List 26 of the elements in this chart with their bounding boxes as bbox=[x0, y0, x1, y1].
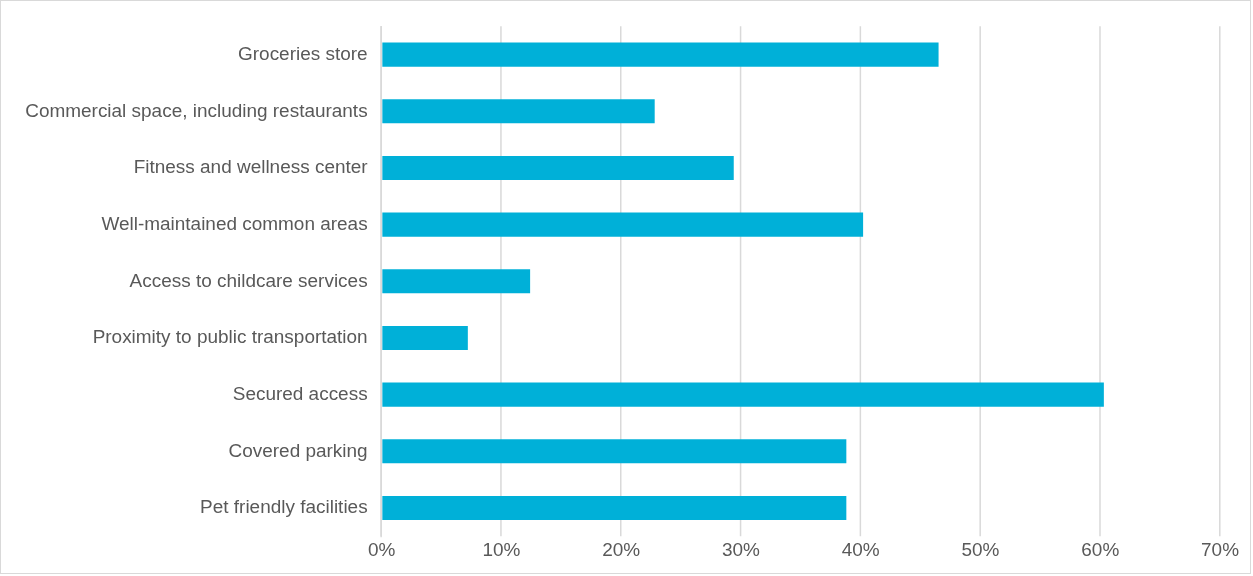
y-tick-label: Access to childcare services bbox=[129, 269, 368, 291]
x-tick-label: 0% bbox=[367, 538, 396, 560]
bar bbox=[382, 325, 468, 351]
x-tick-label: 50% bbox=[961, 538, 1000, 560]
y-tick-label: Covered parking bbox=[228, 439, 368, 461]
x-tick-label: 70% bbox=[1201, 538, 1240, 560]
bar bbox=[382, 42, 939, 67]
bar bbox=[382, 155, 734, 181]
y-tick-label: Fitness and wellness center bbox=[133, 156, 368, 178]
bar bbox=[382, 495, 847, 521]
bar bbox=[382, 382, 1104, 407]
y-tick-label: Groceries store bbox=[238, 42, 368, 64]
y-tick-label: Pet friendly facilities bbox=[200, 496, 368, 518]
y-tick-label: Well-maintained common areas bbox=[101, 212, 368, 234]
x-tick-label: 60% bbox=[1081, 538, 1120, 560]
y-tick-label: Secured access bbox=[232, 382, 368, 404]
x-tick-label: 40% bbox=[841, 538, 880, 560]
x-tick-label: 10% bbox=[482, 538, 521, 560]
x-tick-label: 20% bbox=[602, 538, 641, 560]
y-tick-label: Proximity to public transportation bbox=[92, 326, 368, 348]
bar bbox=[382, 439, 847, 464]
bar bbox=[382, 212, 864, 237]
x-tick-label: 30% bbox=[721, 538, 761, 560]
bar bbox=[382, 99, 655, 124]
y-tick-label: Commercial space, including restaurants bbox=[25, 99, 368, 121]
bar bbox=[382, 269, 531, 294]
